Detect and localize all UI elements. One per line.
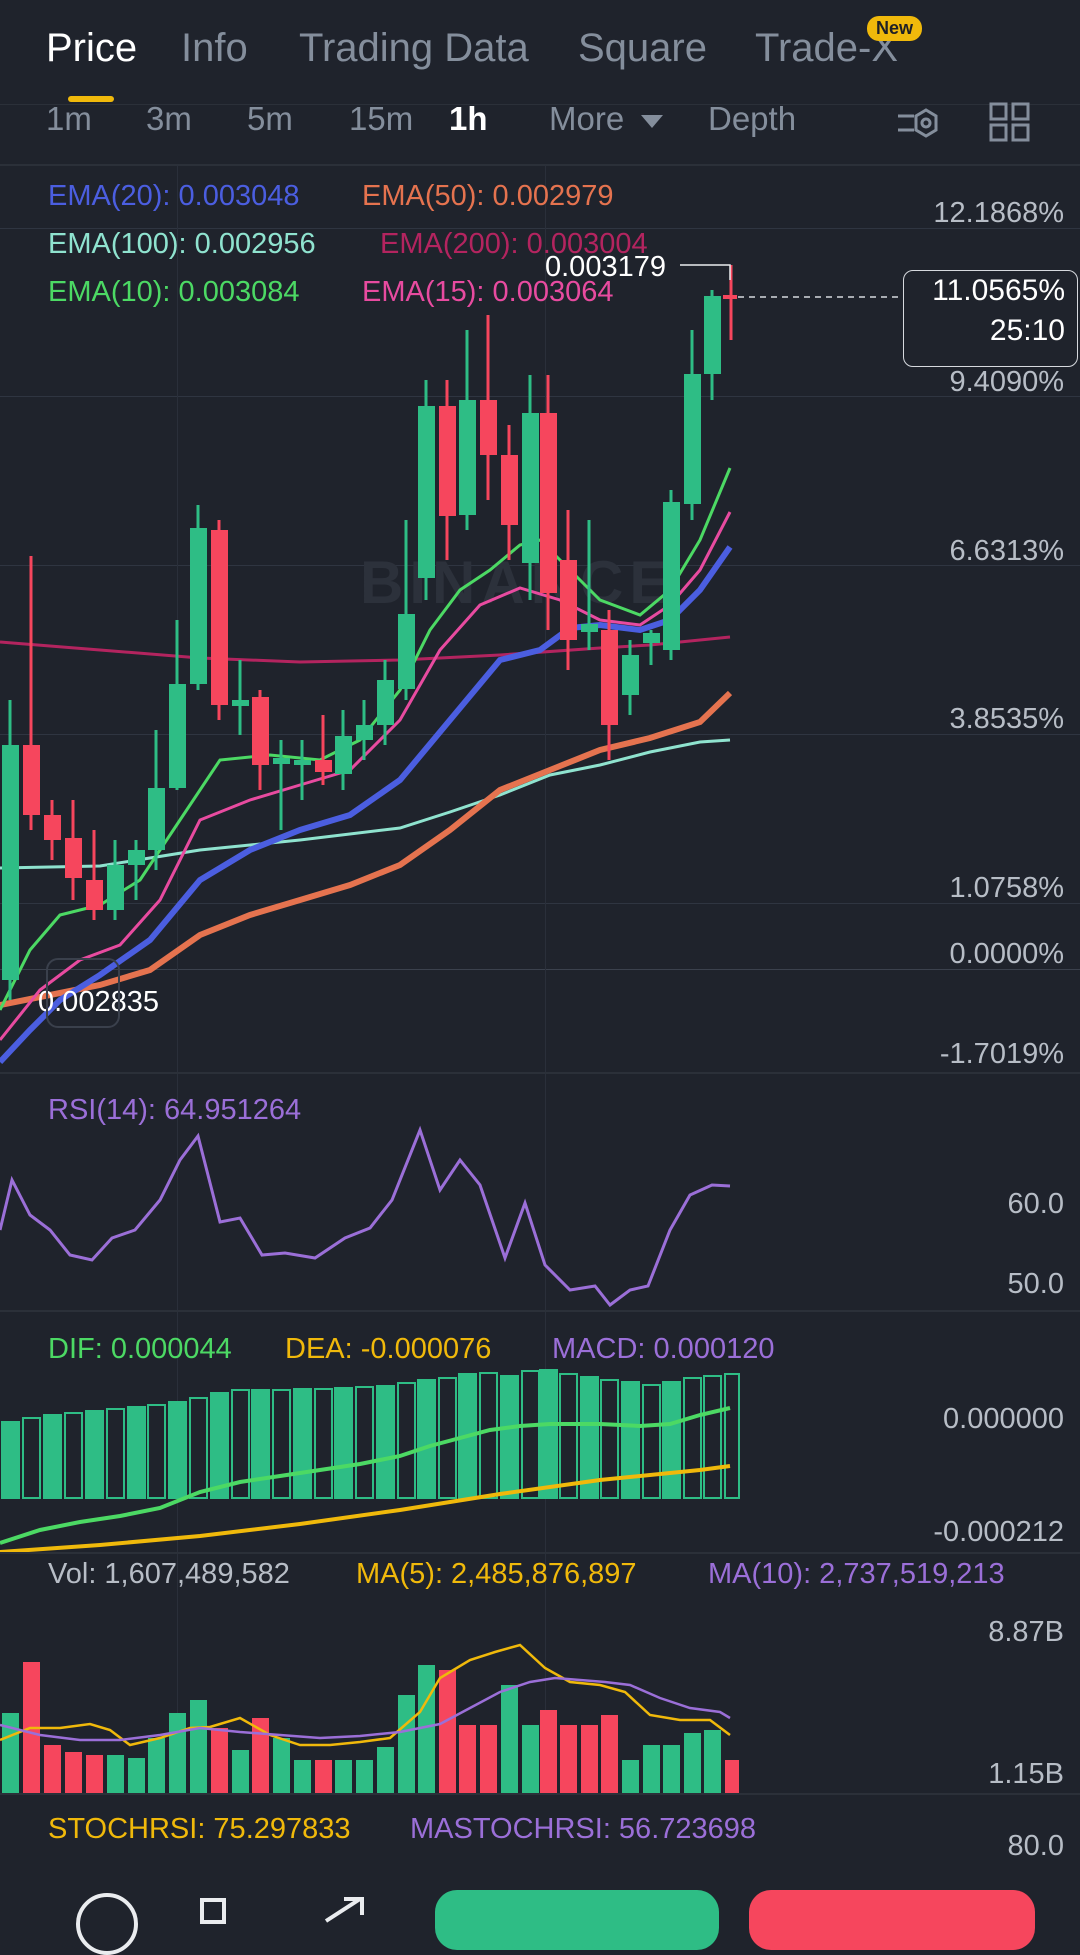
ema20-label: EMA(20): 0.003048 xyxy=(48,180,300,212)
indicator-settings-icon[interactable] xyxy=(896,104,940,142)
rsi-line xyxy=(0,1125,731,1308)
stoch-axis-label: 80.0 xyxy=(1007,1830,1064,1862)
more-label: More xyxy=(549,100,625,137)
zero-line xyxy=(0,969,1080,970)
ma10-label: MA(10): 2,737,519,213 xyxy=(708,1558,1005,1590)
chart-divider xyxy=(0,1552,1080,1554)
price-axis-label: -1.7019% xyxy=(939,1038,1064,1070)
vol-ma10-line xyxy=(0,1676,731,1742)
dea-label: DEA: -0.000076 xyxy=(285,1333,492,1365)
ema200-label: EMA(200): 0.003004 xyxy=(380,228,648,260)
tab-info[interactable]: Info xyxy=(181,26,248,70)
volume-chart xyxy=(0,1643,739,1793)
candle-countdown: 25:10 xyxy=(989,314,1065,347)
share-icon[interactable] xyxy=(320,1895,370,1923)
tab-square[interactable]: Square xyxy=(578,26,707,70)
high-price-marker: 0.003179 xyxy=(545,251,666,283)
grid-vline xyxy=(177,165,178,1790)
price-axis-label: 9.4090% xyxy=(949,366,1065,398)
ma5-label: MA(5): 2,485,876,897 xyxy=(356,1558,637,1590)
ema200-line xyxy=(0,635,731,664)
buy-button[interactable] xyxy=(435,1890,719,1950)
timeframe-divider xyxy=(0,164,1080,166)
high-marker-line xyxy=(680,264,731,280)
ema50-label: EMA(50): 0.002979 xyxy=(362,180,614,212)
macd-chart xyxy=(0,1369,740,1554)
chart-divider xyxy=(0,1310,1080,1312)
price-axis-label: 6.6313% xyxy=(949,535,1065,567)
ema100-label: EMA(100): 0.002956 xyxy=(48,228,316,260)
timeframe-1m[interactable]: 1m xyxy=(46,100,92,137)
timeframe-3m[interactable]: 3m xyxy=(146,100,192,137)
dif-line xyxy=(0,1406,731,1545)
new-badge: New xyxy=(867,16,923,41)
sell-button[interactable] xyxy=(749,1890,1035,1950)
ema50-line xyxy=(0,690,733,1008)
current-price-box: 11.0565% 25:10 xyxy=(903,270,1078,367)
price-axis-label: 12.1868% xyxy=(933,197,1064,229)
ema15-label: EMA(15): 0.003064 xyxy=(362,276,614,308)
price-axis-label: 0.0000% xyxy=(949,938,1065,970)
chart-divider xyxy=(0,1072,1080,1074)
caret-down-icon xyxy=(641,114,664,128)
grid-line xyxy=(0,396,1080,397)
timeframe-depth[interactable]: Depth xyxy=(708,100,797,137)
chart-divider xyxy=(0,1793,1080,1795)
stochrsi-label: STOCHRSI: 75.297833 xyxy=(48,1813,351,1845)
candles xyxy=(2,265,737,1000)
layout-grid-icon[interactable] xyxy=(989,102,1031,142)
tab-trading-data[interactable]: Trading Data xyxy=(299,26,529,70)
vol-label: Vol: 1,607,489,582 xyxy=(48,1558,290,1590)
tab-price[interactable]: Price xyxy=(46,26,138,70)
ema20-line xyxy=(0,545,733,1065)
macd-label: MACD: 0.000120 xyxy=(552,1333,775,1365)
rsi-chart xyxy=(0,1125,731,1308)
price-axis-label: 3.8535% xyxy=(949,703,1065,735)
active-tab-indicator xyxy=(68,96,114,102)
price-axis-label: 1.0758% xyxy=(949,872,1065,904)
timeframe-15m[interactable]: 15m xyxy=(349,100,414,137)
current-percent: 11.0565% xyxy=(932,274,1065,307)
grid-vline xyxy=(545,165,546,1790)
rsi-axis-label: 60.0 xyxy=(1007,1188,1064,1220)
grid-line xyxy=(0,903,1080,904)
macd-axis-label: -0.000212 xyxy=(933,1516,1064,1548)
expand-icon[interactable] xyxy=(46,958,120,1028)
timeframe-5m[interactable]: 5m xyxy=(247,100,293,137)
vol-axis-label: 1.15B xyxy=(988,1758,1064,1790)
vol-axis-label: 8.87B xyxy=(988,1616,1064,1648)
watermark: BINANCE xyxy=(360,549,676,616)
mastochrsi-label: MASTOCHRSI: 56.723698 xyxy=(410,1813,757,1845)
tabs-divider xyxy=(0,104,1080,105)
dea-line xyxy=(0,1464,731,1554)
rsi-label: RSI(14): 64.951264 xyxy=(48,1094,302,1126)
more-icon[interactable] xyxy=(76,1893,138,1955)
low-price-marker: 0.002835 xyxy=(38,986,159,1018)
rsi-axis-label: 50.0 xyxy=(1007,1268,1064,1300)
modules-icon[interactable] xyxy=(200,1898,226,1924)
timeframe-1h[interactable]: 1h xyxy=(449,100,488,137)
grid-line xyxy=(0,734,1080,735)
macd-axis-label: 0.000000 xyxy=(943,1403,1064,1435)
grid-line xyxy=(0,228,1080,229)
ema10-label: EMA(10): 0.003084 xyxy=(48,276,300,308)
volume-bars xyxy=(2,1662,739,1793)
ema15-line xyxy=(0,511,732,1041)
timeframe-more[interactable]: More xyxy=(549,100,664,138)
vol-ma5-line xyxy=(0,1643,731,1747)
dif-label: DIF: 0.000044 xyxy=(48,1333,232,1365)
